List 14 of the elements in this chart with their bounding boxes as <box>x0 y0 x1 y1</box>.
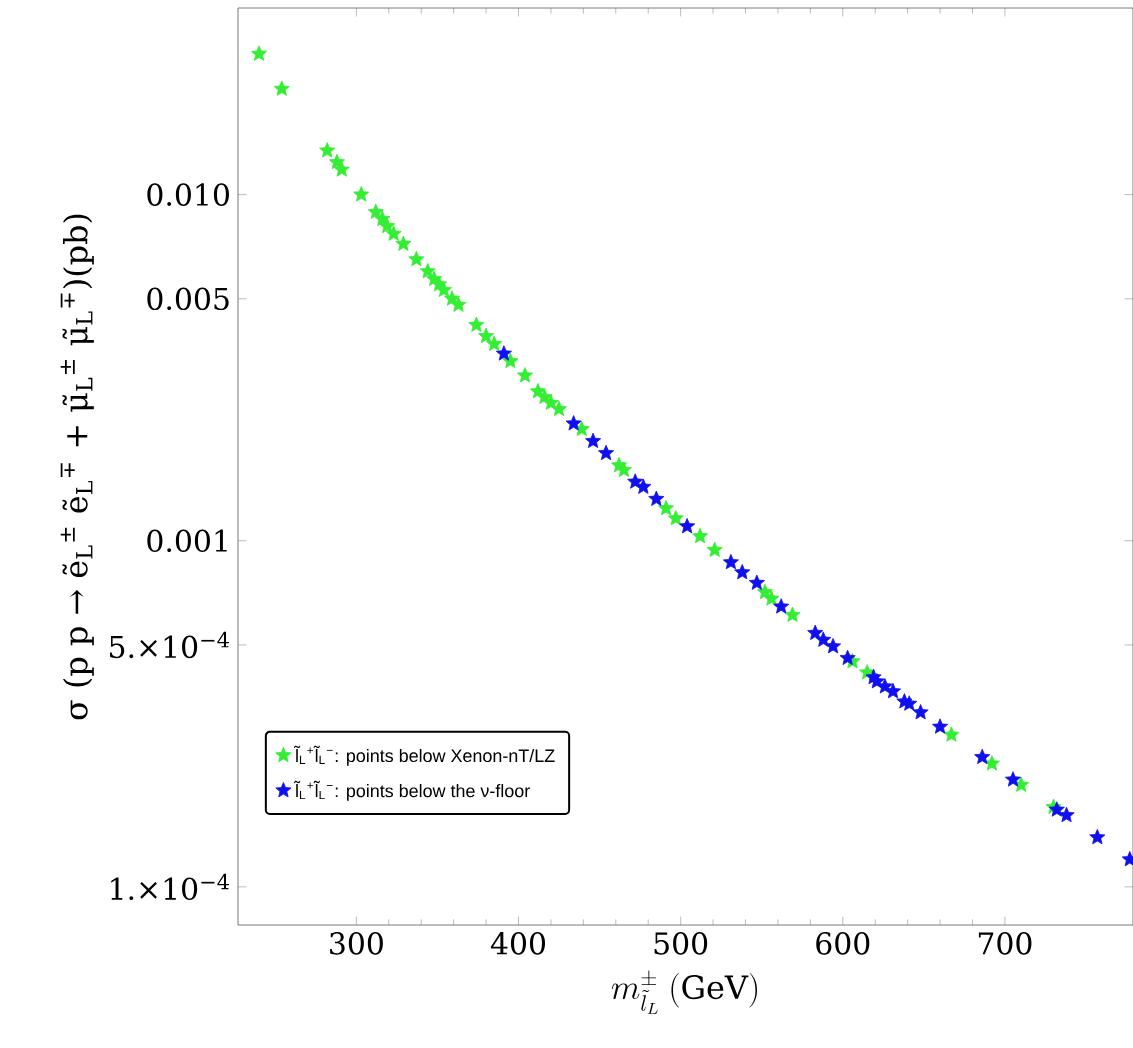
x-tick-label: 500 <box>654 932 708 955</box>
legend-label: l̃$_{L}$$^{+}$l̃$_{L}$$^{−}$: points below the ν-floor <box>294 780 530 801</box>
x-tick-label: 300 <box>330 932 383 955</box>
y-tick-label: 0.005 <box>147 287 229 311</box>
x-tick-label: 700 <box>978 932 1032 955</box>
x-axis-title: $m_{\tilde{l}_L}^{\pm}\ (\mathrm{GeV})$ <box>611 970 757 1014</box>
y-tick-label: 0.001 <box>147 529 227 553</box>
y-tick-label: 1.×10$^{−4}$ <box>111 873 229 901</box>
x-tick-label: 400 <box>490 932 546 955</box>
y-tick-label: 0.010 <box>147 183 229 206</box>
x-tick-label: 600 <box>816 932 870 955</box>
legend-label: l̃$_{L}$$^{+}$l̃$_{L}$$^{−}$: points below Xenon-nT/LZ <box>294 745 555 766</box>
y-tick-label: 5.×10$^{−4}$ <box>110 631 229 659</box>
text: σ (p p → ẽ$_{L}$$^{±}$ ẽ$_{L}$$^{∓}$ + μ̃$_{L}$$^{±}$ μ̃$_{L}$$^{∓}$)(pb) <box>60 214 94 720</box>
